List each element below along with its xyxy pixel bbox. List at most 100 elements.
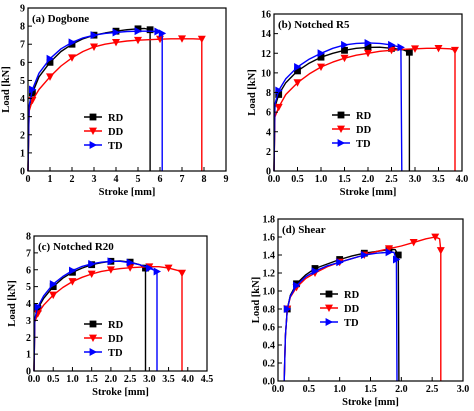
legend-marker-dd xyxy=(325,304,333,312)
series-line-rd xyxy=(273,46,411,172)
chart-panel-3: 0.0 0.5 1.0 1.5 2.0 2.5 3.0 3.5 4.0 4.5 0 1 2 3 4 5 6 7 8 S… xyxy=(7,232,213,399)
y-tick-label: 1 xyxy=(20,148,25,159)
data-point-td xyxy=(49,280,58,289)
legend-marker-rd xyxy=(337,111,345,119)
y-axis-label: Load [kN] xyxy=(251,277,262,323)
y-tick-label: 6 xyxy=(20,58,25,69)
x-tick-label: 8 xyxy=(202,174,207,185)
data-point-dd xyxy=(409,239,418,247)
data-point-td xyxy=(145,264,154,273)
legend-label-dd: DD xyxy=(344,304,360,315)
x-tick-label: 3.0 xyxy=(409,174,422,185)
legend-marker-rd xyxy=(325,290,333,298)
y-tick-label: 6 xyxy=(26,265,31,276)
data-point-rd xyxy=(317,53,325,61)
x-tick-label: 7 xyxy=(180,174,185,185)
data-point-rd xyxy=(364,43,372,51)
x-tick-label: 2.5 xyxy=(124,374,137,385)
y-axis-label: Load [kN] xyxy=(1,66,12,112)
y-tick-label: 6 xyxy=(266,108,271,119)
y-tick-label: 3 xyxy=(26,316,31,327)
data-point-dd xyxy=(385,245,393,253)
x-tick-label: 3.5 xyxy=(162,374,175,385)
y-tick-label: 5 xyxy=(26,282,31,293)
x-tick-label: 0.0 xyxy=(272,384,285,395)
y-tick-label: 8 xyxy=(26,232,31,243)
legend-label-dd: DD xyxy=(108,127,124,138)
y-tick-label: 2 xyxy=(20,130,25,141)
y-tick-label: 7 xyxy=(20,40,25,51)
data-point-dd xyxy=(178,269,187,278)
panel-title: (c) Notched R20 xyxy=(38,241,114,253)
data-point-td xyxy=(69,266,77,275)
data-point-dd xyxy=(126,264,135,272)
data-point-td xyxy=(393,255,401,264)
legend-label-rd: RD xyxy=(356,111,372,122)
legend-marker-dd xyxy=(89,127,97,135)
data-point-td xyxy=(88,259,96,268)
x-tick-label: 0.5 xyxy=(303,384,316,395)
data-point-dd xyxy=(178,35,186,43)
data-point-rd xyxy=(275,91,283,98)
data-point-dd xyxy=(46,73,54,81)
y-tick-label: 1.6 xyxy=(263,233,276,244)
x-tick-label: 1.5 xyxy=(85,374,98,385)
data-point-td xyxy=(34,302,42,311)
data-point-td xyxy=(107,257,115,266)
x-tick-label: 4 xyxy=(114,174,119,185)
y-tick-label: 9 xyxy=(20,4,25,15)
data-point-dd xyxy=(164,264,173,273)
data-point-td xyxy=(397,43,405,52)
y-tick-label: 8 xyxy=(266,88,271,99)
data-point-rd xyxy=(49,283,57,291)
series-line-td xyxy=(273,42,403,172)
data-point-td xyxy=(388,40,396,49)
data-point-dd xyxy=(197,35,206,44)
y-tick-label: 0.6 xyxy=(263,323,276,334)
x-tick-label: 2.0 xyxy=(362,174,375,185)
y-tick-label: 0 xyxy=(266,167,271,178)
legend-label-rd: RD xyxy=(108,320,124,331)
data-point-td xyxy=(154,27,162,36)
data-point-dd xyxy=(49,291,58,300)
data-point-dd xyxy=(340,54,349,63)
data-point-rd xyxy=(46,58,54,66)
x-tick-label: 6 xyxy=(158,174,163,185)
x-tick-label: 2 xyxy=(70,174,75,185)
legend-marker-td xyxy=(325,318,333,326)
x-tick-label: 3 xyxy=(92,174,97,185)
data-point-dd xyxy=(431,233,440,241)
data-point-rd xyxy=(146,26,154,34)
y-tick-label: 12 xyxy=(261,49,271,60)
series-line-rd xyxy=(27,27,151,172)
x-tick-label: 4.5 xyxy=(201,374,214,385)
chart-panel-1: 0 1 2 3 4 5 6 7 8 9 0 1 2 3 4 5 6 7 8 9 Stroke [mm] Load [kN]… xyxy=(1,4,229,199)
data-point-dd xyxy=(450,46,459,55)
data-point-dd xyxy=(106,266,115,274)
x-tick-label: 9 xyxy=(224,174,229,185)
plot-frame xyxy=(27,7,227,172)
chart-panel-2: 0.0 0.5 1.0 1.5 2.0 2.5 3.0 3.5 4.0 0 2 4 6 8 10 12 14 16… xyxy=(247,10,468,199)
series-line-td xyxy=(33,260,158,372)
y-tick-label: 0.8 xyxy=(263,305,276,316)
data-point-dd xyxy=(274,103,283,112)
y-tick-label: 1 xyxy=(26,350,31,361)
data-point-dd xyxy=(411,45,419,53)
data-point-td xyxy=(134,27,142,36)
data-point-dd xyxy=(134,36,142,45)
data-point-td xyxy=(112,28,120,37)
series-line-td xyxy=(27,30,163,172)
panel-title: (a) Dogbone xyxy=(32,13,89,25)
legend-label-rd: RD xyxy=(108,113,124,124)
data-point-dd xyxy=(68,278,77,286)
data-point-dd xyxy=(87,270,96,278)
data-point-td xyxy=(311,267,319,276)
legend-label-dd: DD xyxy=(356,125,372,136)
y-tick-label: 2 xyxy=(266,147,271,158)
data-point-dd xyxy=(436,247,445,255)
x-tick-label: 3.0 xyxy=(143,374,156,385)
x-axis-label: Stroke [mm] xyxy=(342,397,399,408)
y-tick-label: 1.2 xyxy=(263,269,276,280)
chart-panel-4: 0.0 0.5 1.0 1.5 2.0 2.5 3.0 0.0 0.2 0.4 0.6 0.8 1.0 1… xyxy=(251,215,469,409)
